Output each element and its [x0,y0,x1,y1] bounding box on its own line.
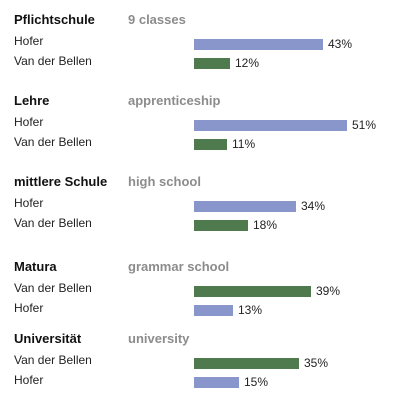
candidate-label: Hofer [14,196,44,210]
bar [194,377,239,388]
candidate-label: Van der Bellen [14,353,92,367]
bar [194,58,230,69]
bar [194,358,299,369]
bar [194,201,296,212]
group-title: Pflichtschule [14,12,95,27]
bar [194,39,323,50]
group-subtitle: grammar school [128,259,230,274]
value-label: 11% [232,137,256,151]
group-title: Matura [14,259,57,274]
group-subtitle: apprenticeship [128,93,221,108]
bar [194,305,233,316]
group-subtitle: university [128,331,190,346]
candidate-label: Hofer [14,115,44,129]
candidate-label: Hofer [14,373,44,387]
group-title: Universität [14,331,82,346]
candidate-label: Hofer [14,34,44,48]
candidate-label: Van der Bellen [14,281,92,295]
candidate-label: Van der Bellen [14,135,92,149]
value-label: 43% [328,37,353,51]
bar [194,120,347,131]
value-label: 35% [304,356,329,370]
value-label: 18% [253,218,278,232]
candidate-label: Hofer [14,301,44,315]
candidate-label: Van der Bellen [14,54,92,68]
group-subtitle: high school [128,174,201,189]
candidate-label: Van der Bellen [14,216,92,230]
bar [194,286,311,297]
value-label: 15% [244,375,269,389]
bar [194,139,227,150]
bar [194,220,248,231]
group-title: mittlere Schule [14,174,108,189]
value-label: 12% [235,56,260,70]
value-label: 39% [316,284,341,298]
value-label: 13% [238,303,263,317]
value-label: 51% [352,118,377,132]
group-subtitle: 9 classes [128,12,186,27]
group-title: Lehre [14,93,50,108]
value-label: 34% [301,199,326,213]
